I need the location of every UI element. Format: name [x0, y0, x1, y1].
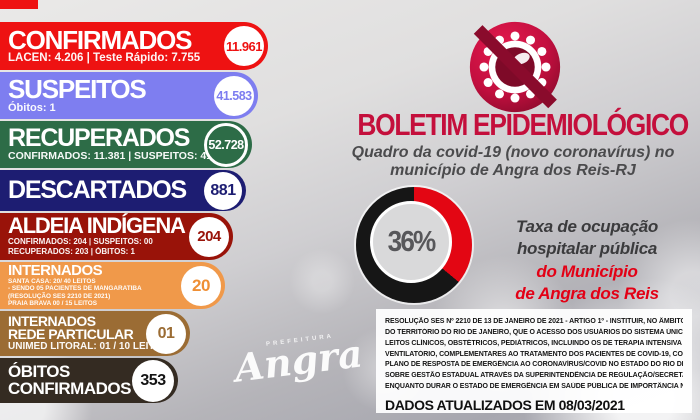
- stat-label: CONFIRMADOS: [8, 24, 192, 55]
- stat-label: DESCARTADOS: [8, 175, 187, 204]
- stat-subline: SANTA CASA: 20/ 40 LEITOS: [8, 277, 96, 285]
- stat-subline: (RESOLUÇÃO SES 2210 DE 2021): [8, 292, 111, 300]
- data-updated-label: DADOS ATUALIZADOS EM 08/03/2021: [385, 396, 625, 413]
- stat-subline: LACEN: 4.206 | Teste Rápido: 7.755: [8, 52, 201, 65]
- stat-subline: PRAIA BRAVA 00 / 15 LEITOS: [8, 299, 98, 307]
- stat-label: INTERNADOS: [8, 312, 96, 329]
- stat-value-badge: 11.961: [224, 26, 264, 66]
- resolution-text-line: LEITOS CLÍNICOS, OBSTÉTRICOS, PEDIÁTRICO…: [385, 339, 683, 347]
- stat-subline: UNIMED LITORAL: 01 / 10 LEITOS: [8, 341, 169, 353]
- resolution-text-line: DO TERRITÓRIO DO RIO DE JANEIRO, QUE O A…: [385, 328, 683, 336]
- resolution-text-line: ENQUANTO DURAR O ESTADO DE EMERGÊNCIA EM…: [385, 383, 683, 391]
- corner-red-tab: [0, 0, 38, 9]
- donut-center-label: 36%: [387, 225, 437, 258]
- stat-label: SUSPEITOS: [8, 74, 147, 105]
- stat-label: ALDEIA INDÍGENA: [8, 213, 186, 239]
- stat-label: REDE PARTICULAR: [8, 326, 134, 342]
- stat-subline: CONFIRMADOS: 204 | SUSPEITOS: 00: [8, 237, 153, 247]
- page-title: BOLETIM EPIDEMIOLÓGICO: [357, 107, 689, 142]
- occupancy-line: do Município: [536, 261, 638, 281]
- donut-hole: 36%: [370, 201, 452, 283]
- stat-subline: - SENDO 05 PACIENTES DE MANGARATIBA: [8, 285, 142, 293]
- resolution-text-line: PLANO DE RESPOSTA DE EMERGÊNCIA AO CORON…: [385, 361, 683, 369]
- stat-bar-suspeitos: SUSPEITOS Óbitos: 1 41.583: [0, 72, 258, 119]
- stat-value-badge: 41.583: [214, 75, 254, 116]
- stat-subline: CONFIRMADOS: 11.381 | SUSPEITOS: 41.347: [8, 150, 233, 163]
- occupancy-donut-chart: 36%: [356, 187, 472, 303]
- occupancy-line: Taxa de ocupação: [516, 217, 658, 236]
- subtitle-line: Quadro da covid-19 (novo coronavírus) no: [351, 144, 675, 161]
- stat-value-badge: 20: [181, 265, 221, 306]
- stat-value-badge: 52.728: [204, 122, 248, 167]
- stat-bar-confirmados: CONFIRMADOS LACEN: 4.206 | Teste Rápido:…: [0, 22, 268, 70]
- resolution-text-line: RESOLUÇÃO SES Nº 2210 DE 13 DE JANEIRO D…: [385, 318, 683, 325]
- stat-value-badge: 353: [132, 359, 174, 402]
- stat-bar-obitos-confirmados: ÓBITOS CONFIRMADOS 353: [0, 358, 178, 403]
- resolution-info-box: RESOLUÇÃO SES Nº 2210 DE 13 DE JANEIRO D…: [376, 309, 692, 413]
- stat-value-badge: 881: [204, 171, 242, 210]
- stat-bar-descartados: DESCARTADOS 881: [0, 170, 246, 211]
- stat-value-badge: 01: [146, 313, 186, 354]
- resolution-text-line: SOBRE GESTÃO ESTADUAL ATRAVÉS DA SUPERIN…: [385, 372, 683, 380]
- page-subtitle: Quadro da covid-19 (novo coronavírus) no…: [333, 144, 693, 181]
- stat-bar-aldeia-indigena: ALDEIA INDÍGENA CONFIRMADOS: 204 | SUSPE…: [0, 213, 233, 260]
- stat-subline: Óbitos: 1: [8, 101, 56, 114]
- occupancy-line: de Angra dos Reis: [515, 284, 659, 304]
- occupancy-caption: Taxa de ocupação hospitalar pública do M…: [482, 216, 692, 306]
- occupancy-line: hospitalar pública: [516, 239, 658, 259]
- no-virus-icon: [469, 21, 561, 113]
- resolution-text-line: VENTILATÓRIO, COMPLEMENTARES AO TRATAMEN…: [385, 350, 683, 358]
- stat-subline: RECUPERADOS: 203 | ÓBITOS: 1: [8, 246, 136, 256]
- stat-value-badge: 204: [189, 216, 229, 257]
- stat-bar-internados-rede-particular: INTERNADOS REDE PARTICULAR UNIMED LITORA…: [0, 311, 190, 356]
- stat-bar-internados: INTERNADOS SANTA CASA: 20/ 40 LEITOS - S…: [0, 262, 225, 309]
- prefeitura-angra-logo: PREFEITURA Angra: [232, 330, 365, 390]
- stat-label: CONFIRMADOS: [8, 378, 131, 398]
- stat-label: INTERNADOS: [8, 261, 103, 279]
- subtitle-line: município de Angra dos Reis-RJ: [390, 162, 636, 180]
- stat-label: RECUPERADOS: [8, 123, 190, 152]
- stat-label: ÓBITOS: [8, 362, 70, 382]
- stat-bar-recuperados: RECUPERADOS CONFIRMADOS: 11.381 | SUSPEI…: [0, 121, 252, 168]
